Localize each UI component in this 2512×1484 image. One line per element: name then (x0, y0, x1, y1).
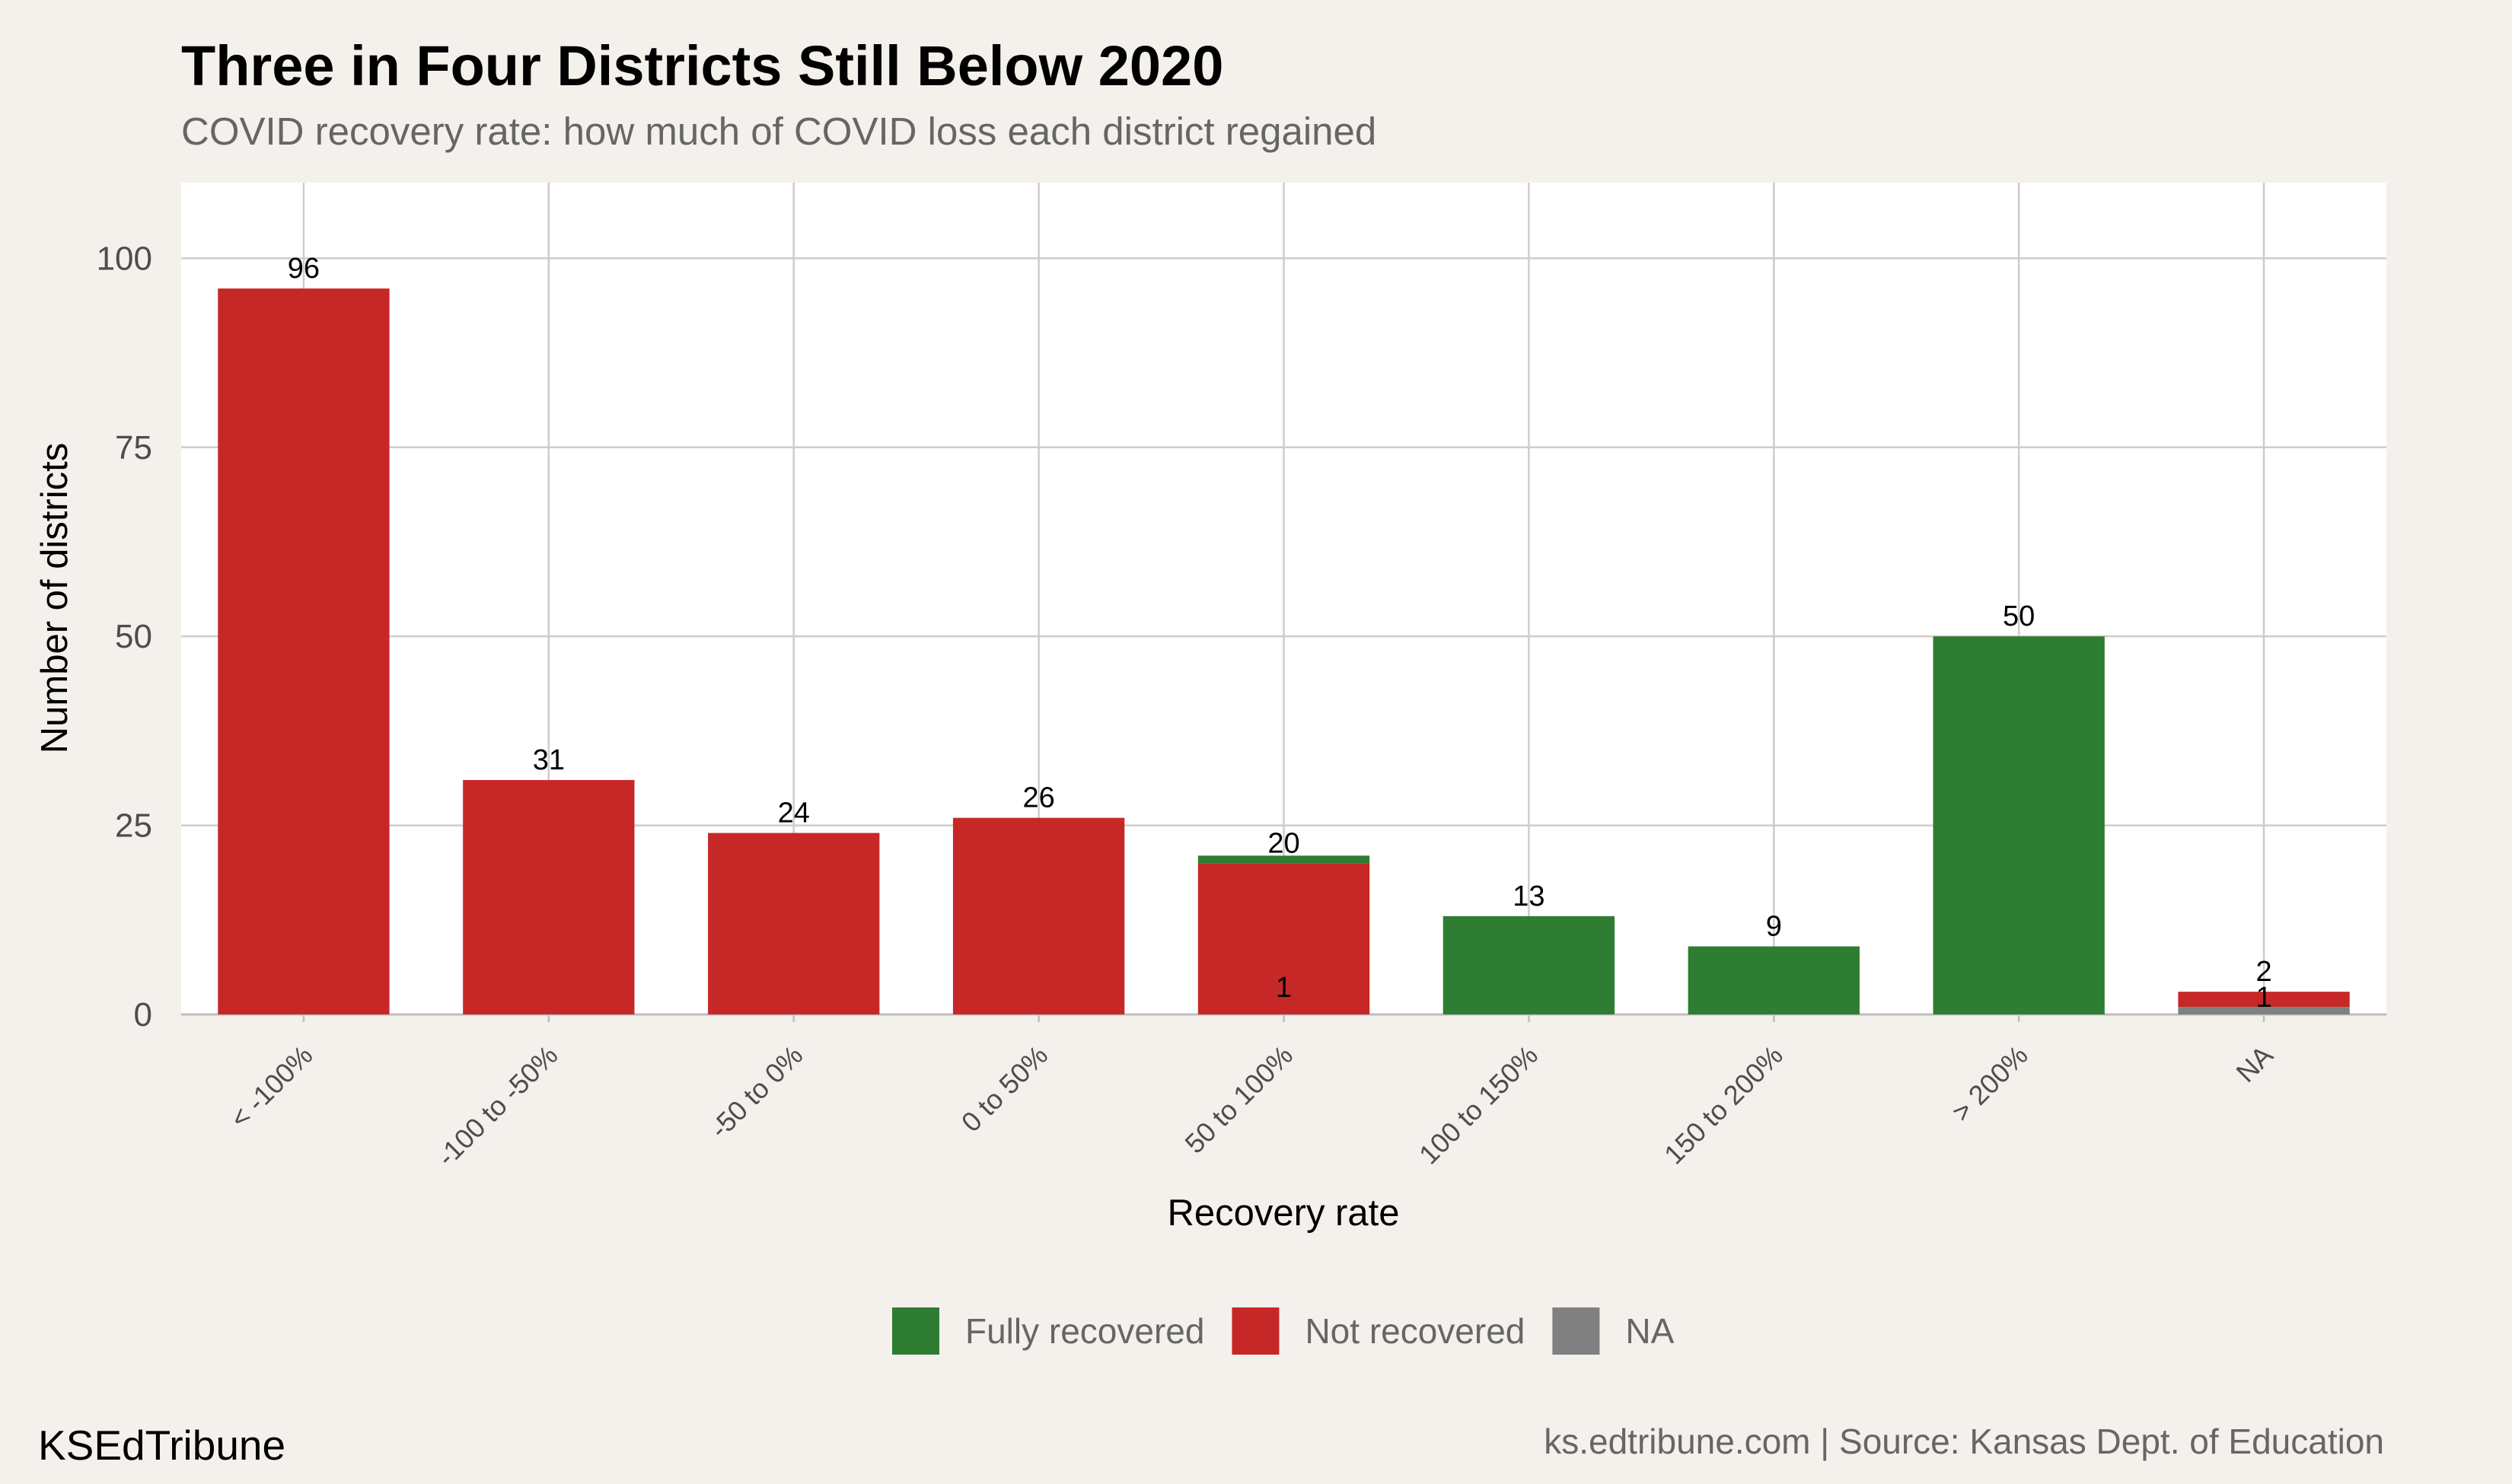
bar-segment (1197, 863, 1370, 1014)
data-label: 2 (2255, 956, 2271, 988)
bar-segment (2178, 992, 2350, 1008)
legend-swatch (1552, 1307, 1600, 1355)
bar-segment (1688, 946, 1860, 1014)
x-axis-title: Recovery rate (1167, 1193, 1399, 1234)
chart-subtitle: COVID recovery rate: how much of COVID l… (181, 110, 1376, 153)
x-tick-label: -100 to -50% (431, 1040, 564, 1173)
bar-segment (708, 833, 880, 1014)
data-label: 1 (2255, 982, 2271, 1014)
y-tick-label: 50 (115, 618, 152, 655)
y-tick-label: 75 (115, 429, 152, 467)
bar-segment (1442, 916, 1615, 1014)
chart-title: Three in Four Districts Still Below 2020 (181, 34, 1223, 97)
data-label: 24 (778, 798, 810, 830)
data-label: 31 (533, 744, 565, 776)
bar-segment (2178, 1007, 2350, 1014)
legend-label: Fully recovered (965, 1311, 1204, 1351)
bar-segment (1197, 855, 1370, 864)
bar-segment (952, 817, 1125, 1014)
x-tick-label: 100 to 150% (1413, 1040, 1544, 1170)
y-tick-label: 25 (115, 807, 152, 845)
data-label: 50 (2003, 600, 2035, 632)
legend-label: Not recovered (1305, 1311, 1525, 1351)
legend-swatch (892, 1307, 939, 1355)
data-label: 1 (1276, 972, 1292, 1004)
x-tick-label: > 200% (1946, 1040, 2034, 1128)
y-axis-title: Number of districts (34, 443, 75, 753)
y-tick-label: 0 (134, 996, 152, 1033)
data-label: 9 (1766, 911, 1782, 943)
bar-segment (1933, 636, 2105, 1014)
x-axis-ticks: < -100% -100 to -50% -50 to 0% 0 to 50% 50 t… (224, 1014, 2279, 1172)
bar-segment (218, 288, 390, 1014)
x-tick-label: 0 to 50% (955, 1040, 1054, 1138)
x-tick-label: 150 to 200% (1658, 1040, 1789, 1170)
x-tick-label: -50 to 0% (703, 1040, 808, 1145)
data-label: 26 (1022, 782, 1054, 814)
bars (218, 288, 2350, 1014)
legend-label: NA (1625, 1311, 1674, 1351)
footer-brand: KSEdTribune (38, 1422, 285, 1469)
x-tick-label: < -100% (224, 1040, 319, 1135)
footer-source: ks.edtribune.com | Source: Kansas Dept. … (1544, 1422, 2384, 1461)
x-tick-label: NA (2230, 1040, 2278, 1088)
legend-swatch (1232, 1307, 1280, 1355)
bar-segment (463, 779, 635, 1014)
y-axis-ticks: 0 25 50 75 100 (97, 240, 152, 1033)
x-tick-label: 50 to 100% (1178, 1040, 1299, 1160)
data-label: 96 (288, 253, 320, 285)
legend: Fully recovered Not recovered NA (892, 1307, 1675, 1355)
data-label: 20 (1267, 827, 1299, 859)
y-tick-label: 100 (97, 240, 152, 277)
data-label: 13 (1513, 881, 1544, 912)
